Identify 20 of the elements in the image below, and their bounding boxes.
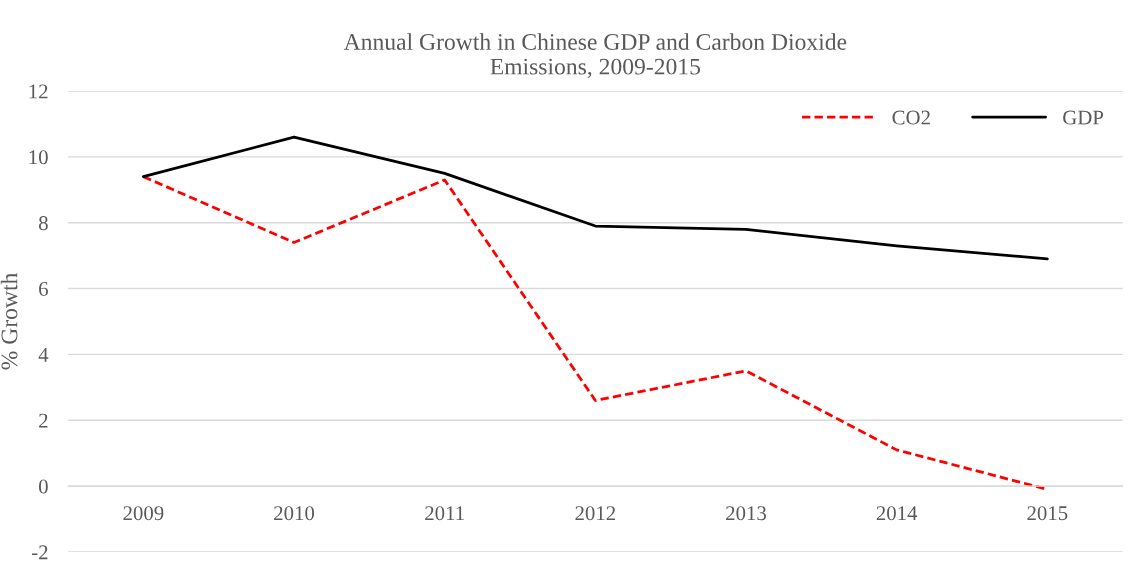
y-tick-label: 4: [38, 347, 49, 362]
y-axis-title: % Growth: [0, 272, 18, 370]
legend-label: GDP: [1063, 110, 1104, 125]
y-tick-label: 2: [39, 413, 48, 428]
x-tick-label: 2009: [123, 506, 164, 521]
y-tick-label: 0: [38, 479, 48, 494]
x-tick-label: 2015: [1027, 506, 1068, 521]
x-tick-label: 2014: [876, 506, 918, 521]
chart-title: Annual Growth in Chinese GDP and Carbon Dioxide Emissions, 2009-2015: [343, 33, 847, 78]
y-tick-label: 10: [29, 150, 48, 165]
x-tick-label: 2010: [274, 506, 315, 521]
x-tick-label: 2012: [575, 506, 616, 521]
line-series: [141, 135, 1049, 261]
y-tick-label: 8: [38, 216, 48, 231]
y-tick-label: 12: [29, 84, 48, 99]
y-tick-label: 6: [39, 282, 48, 296]
x-tick-label: 2013: [726, 506, 767, 521]
x-tick-label: 2011: [425, 506, 464, 521]
y-tick-label: -2: [32, 545, 48, 560]
legend-label: CO2: [892, 110, 930, 125]
